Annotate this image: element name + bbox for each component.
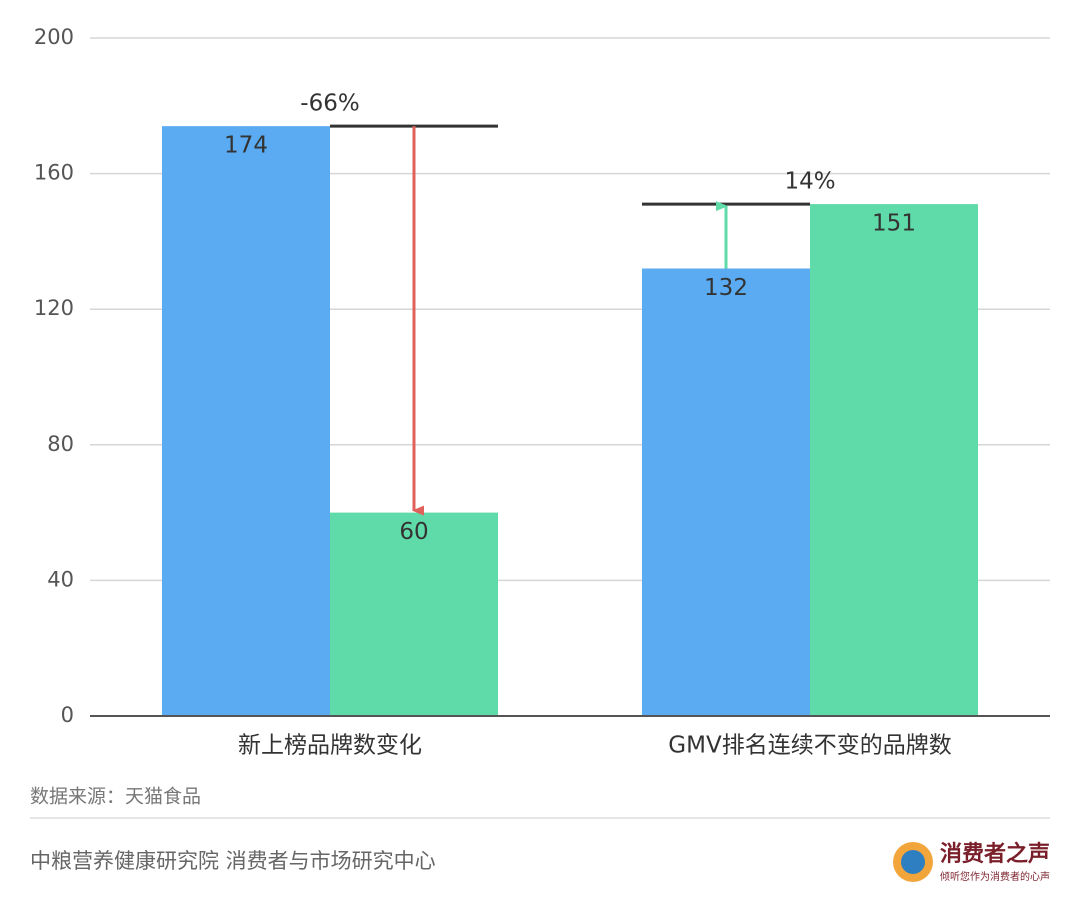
bar: [810, 204, 978, 717]
x-tick-label: GMV排名连续不变的品牌数: [668, 733, 951, 759]
annotation: -66%: [300, 91, 359, 117]
footer-text: 中粮营养健康研究院 消费者与市场研究中心: [30, 849, 436, 873]
y-tick-label: 120: [34, 296, 74, 320]
y-tick-label: 200: [34, 25, 74, 49]
annotation: 14%: [784, 169, 835, 195]
y-tick-label: 80: [47, 432, 74, 456]
logo-title: 消费者之声: [940, 841, 1050, 867]
logo-subtitle: 倾听您作为消费者的心声: [940, 870, 1050, 883]
value-label: 151: [872, 211, 916, 237]
value-label: 174: [224, 133, 268, 159]
bar: [162, 126, 330, 716]
value-label: 132: [704, 275, 748, 301]
x-tick-label: 新上榜品牌数变化: [238, 733, 422, 759]
source: 数据来源：天猫食品: [30, 786, 201, 808]
y-tick-label: 160: [34, 161, 74, 185]
bar: [330, 512, 498, 716]
bar: [642, 268, 810, 716]
logo-icon-inner: [901, 850, 925, 874]
y-tick-label: 40: [47, 567, 74, 591]
value-label: 60: [399, 519, 428, 545]
y-tick-label: 0: [61, 703, 74, 727]
logo: 消费者之声 倾听您作为消费者的心声: [893, 841, 1050, 883]
